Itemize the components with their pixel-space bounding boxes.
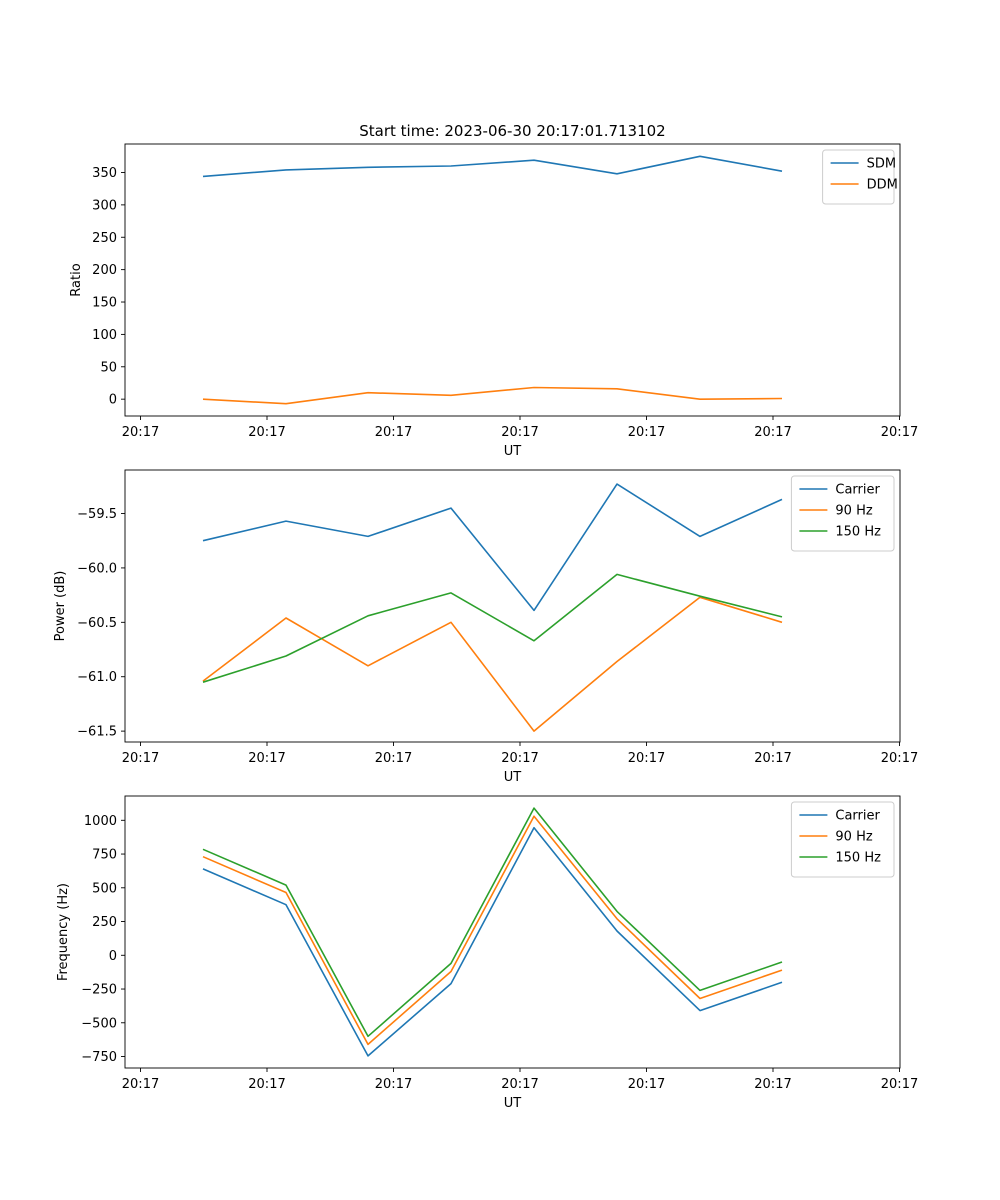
x-tick-label: 20:17 [122, 425, 159, 440]
y-tick-label: 350 [92, 166, 117, 181]
legend-entry: 90 Hz [835, 830, 872, 845]
x-tick-label: 20:17 [375, 751, 412, 766]
series-line-90-hz [202, 815, 783, 1046]
y-tick-label: −250 [81, 983, 117, 998]
y-tick-label: 0 [109, 393, 117, 408]
legend-entry: Carrier [835, 809, 880, 824]
legend: Carrier 90 Hz 150 Hz [790, 801, 895, 878]
y-tick-label: 300 [92, 198, 117, 213]
chart-panel-3: 20:17 20:17 20:17 20:17 20:17 20:17 20:17 UT −75… [56, 795, 918, 1111]
legend-entry: 150 Hz [835, 525, 881, 540]
x-axis-label: UT [504, 770, 522, 785]
y-tick-label: 750 [92, 848, 117, 863]
series-line-carrier [202, 826, 783, 1057]
y-tick-label: 200 [92, 263, 117, 278]
chart-panel-2: 20:17 20:17 20:17 20:17 20:17 20:17 20:17 UT −61… [53, 469, 918, 785]
series-line-carrier [202, 483, 783, 612]
figure-title: Start time: 2023-06-30 20:17:01.713102 [359, 122, 665, 140]
x-tick-label: 20:17 [248, 1077, 285, 1092]
x-tick-label: 20:17 [501, 425, 538, 440]
y-axis-label: Frequency (Hz) [56, 883, 71, 981]
series-line-150-hz [202, 573, 783, 683]
legend-box [790, 801, 895, 878]
x-tick-label: 20:17 [501, 751, 538, 766]
y-tick-label: 250 [92, 915, 117, 930]
axes-frame [124, 795, 901, 1069]
x-tick-label: 20:17 [754, 751, 791, 766]
legend-box [790, 475, 895, 552]
x-axis-label: UT [504, 444, 522, 459]
y-tick-label: −61.5 [77, 725, 117, 740]
x-tick-label: 20:17 [754, 425, 791, 440]
legend-entry: 150 Hz [835, 851, 881, 866]
y-tick-label: 150 [92, 296, 117, 311]
y-tick-label: 250 [92, 231, 117, 246]
legend: SDM DDM [822, 149, 898, 205]
x-tick-label: 20:17 [375, 1077, 412, 1092]
charts: 20:17 20:17 20:17 20:17 20:17 20:17 20:17 UT 0 50… [53, 143, 918, 1111]
y-axis-label: Ratio [69, 263, 84, 296]
series-line-90-hz [202, 596, 783, 732]
x-axis-label: UT [504, 1096, 522, 1111]
x-tick-label: 20:17 [501, 1077, 538, 1092]
y-tick-label: 50 [100, 360, 117, 375]
y-tick-label: 100 [92, 328, 117, 343]
y-tick-label: −750 [81, 1050, 117, 1065]
y-tick-label: −60.5 [77, 616, 117, 631]
y-tick-label: 1000 [84, 814, 117, 829]
legend: Carrier 90 Hz 150 Hz [790, 475, 895, 552]
legend-entry: Carrier [835, 483, 880, 498]
y-tick-label: −60.0 [77, 561, 117, 576]
legend-entry: DDM [867, 178, 898, 193]
series-line-ddm [202, 386, 783, 405]
x-tick-label: 20:17 [122, 1077, 159, 1092]
y-tick-label: −500 [81, 1016, 117, 1031]
x-tick-label: 20:17 [248, 751, 285, 766]
x-tick-label: 20:17 [628, 1077, 665, 1092]
x-tick-label: 20:17 [122, 751, 159, 766]
x-tick-label: 20:17 [628, 751, 665, 766]
y-tick-label: −61.0 [77, 670, 117, 685]
x-tick-label: 20:17 [248, 425, 285, 440]
y-axis-label: Power (dB) [53, 571, 68, 642]
legend-entry: 90 Hz [835, 504, 872, 519]
x-tick-label: 20:17 [754, 1077, 791, 1092]
series-line-150-hz [202, 807, 783, 1038]
axes-frame [124, 143, 901, 417]
y-tick-label: 0 [109, 949, 117, 964]
x-tick-label: 20:17 [628, 425, 665, 440]
chart-panel-1: 20:17 20:17 20:17 20:17 20:17 20:17 20:17 UT 0 50… [69, 143, 918, 459]
x-tick-label: 20:17 [881, 751, 918, 766]
axes-frame [124, 469, 901, 743]
legend-entry: SDM [867, 157, 896, 172]
x-tick-label: 20:17 [881, 425, 918, 440]
y-tick-label: 500 [92, 881, 117, 896]
y-tick-label: −59.5 [77, 507, 117, 522]
x-tick-label: 20:17 [881, 1077, 918, 1092]
x-tick-label: 20:17 [375, 425, 412, 440]
series-line-sdm [202, 155, 783, 178]
